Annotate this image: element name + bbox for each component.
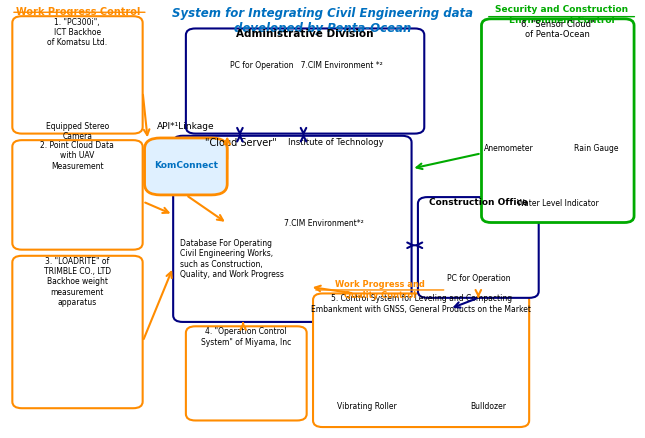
Text: Vibrating Roller: Vibrating Roller: [337, 402, 397, 411]
Text: PC for Operation   7.CIM Environment *²: PC for Operation 7.CIM Environment *²: [230, 61, 383, 71]
FancyBboxPatch shape: [144, 138, 227, 195]
Text: Construction Office: Construction Office: [429, 198, 528, 207]
Text: 6. "Sensor Cloud"
of Penta-Ocean: 6. "Sensor Cloud" of Penta-Ocean: [521, 20, 595, 39]
Text: Bulldozer: Bulldozer: [470, 402, 506, 411]
FancyBboxPatch shape: [12, 16, 143, 134]
Text: Work Progress Control: Work Progress Control: [15, 7, 140, 17]
FancyBboxPatch shape: [481, 19, 634, 223]
Text: KomConnect: KomConnect: [154, 161, 218, 170]
Text: 5. Control System for Leveling and Compacting
Embankment with GNSS, General Prod: 5. Control System for Leveling and Compa…: [311, 294, 531, 314]
Text: Institute of Technology: Institute of Technology: [288, 138, 383, 147]
Text: 1. "PC300i",
ICT Backhoe
of Komatsu Ltd.: 1. "PC300i", ICT Backhoe of Komatsu Ltd.: [47, 18, 107, 47]
Text: Water Level Indicator: Water Level Indicator: [517, 199, 599, 208]
Text: Database For Operating
Civil Engineering Works,
such as Construction,
Quality, a: Database For Operating Civil Engineering…: [179, 239, 283, 279]
Text: 7.CIM Environment*²: 7.CIM Environment*²: [284, 219, 364, 228]
Text: "Cloud Server": "Cloud Server": [205, 138, 277, 148]
FancyBboxPatch shape: [186, 28, 424, 134]
Text: 4. "Operation Control
System" of Miyama, Inc: 4. "Operation Control System" of Miyama,…: [201, 327, 292, 346]
FancyBboxPatch shape: [418, 197, 539, 298]
Text: Equipped Stereo
Camera: Equipped Stereo Camera: [46, 122, 109, 141]
Text: 3. "LOADRITE" of
TRIMBLE CO., LTD
Backhoe weight
measurement
apparatus: 3. "LOADRITE" of TRIMBLE CO., LTD Backho…: [44, 257, 111, 307]
FancyBboxPatch shape: [12, 256, 143, 408]
Text: PC for Operation: PC for Operation: [446, 274, 510, 283]
FancyBboxPatch shape: [313, 293, 529, 427]
FancyBboxPatch shape: [12, 140, 143, 250]
Text: Work Progress and
Quality Control: Work Progress and Quality Control: [335, 280, 424, 300]
FancyBboxPatch shape: [173, 136, 412, 322]
Text: Administrative Division: Administrative Division: [236, 29, 373, 39]
Text: Rain Gauge: Rain Gauge: [573, 144, 618, 153]
Text: API*¹Linkage: API*¹Linkage: [157, 122, 215, 131]
Text: Security and Construction
Environment Control: Security and Construction Environment Co…: [495, 5, 628, 25]
FancyBboxPatch shape: [186, 326, 306, 420]
Text: System for Integrating Civil Engineering data
developed by Penta-Ocean: System for Integrating Civil Engineering…: [172, 7, 473, 35]
Text: Anemometer: Anemometer: [484, 144, 533, 153]
Text: 2. Point Cloud Data
with UAV
Measurement: 2. Point Cloud Data with UAV Measurement: [40, 141, 114, 171]
